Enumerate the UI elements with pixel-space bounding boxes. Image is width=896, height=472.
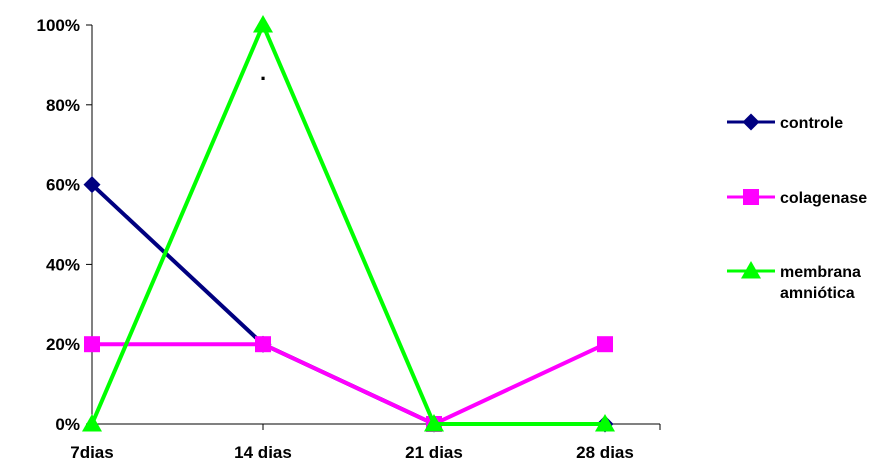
data-point <box>595 414 615 432</box>
data-point <box>424 414 444 432</box>
legend-item: controle <box>727 113 843 132</box>
series-line <box>92 342 606 427</box>
annotation-mark: . <box>260 60 266 85</box>
y-tick-label: 80% <box>46 96 80 115</box>
data-point <box>253 15 273 33</box>
y-ticks: 0% 20% 40% 60% 80% 100% <box>37 16 92 434</box>
y-tick-label: 60% <box>46 176 80 195</box>
x-ticks: 7dias 14 dias 21 dias 28 dias <box>70 424 661 462</box>
legend-label: amniótica <box>780 285 855 302</box>
data-point <box>84 336 100 353</box>
y-tick-label: 40% <box>46 255 80 274</box>
data-point <box>82 414 102 432</box>
legend-label: colagenase <box>780 190 867 207</box>
legend-label: controle <box>780 115 843 132</box>
series-triangle <box>82 15 615 432</box>
series-square <box>84 336 613 432</box>
legend-item: membrana amniótica <box>727 261 861 302</box>
data-point <box>255 336 271 353</box>
data-point <box>597 336 613 353</box>
y-tick-label: 20% <box>46 335 80 354</box>
legend-marker <box>741 261 761 279</box>
series-line <box>90 19 605 426</box>
x-tick-label: 7dias <box>70 443 113 462</box>
y-tick-label: 0% <box>55 415 80 434</box>
x-tick-label: 14 dias <box>234 443 292 462</box>
legend: controle colagenase membrana amniótica <box>727 113 867 302</box>
legend-marker <box>742 113 760 131</box>
data-point <box>83 176 101 194</box>
legend-label: membrana <box>780 264 861 281</box>
series-diamond <box>83 176 614 433</box>
x-tick-label: 28 dias <box>576 443 634 462</box>
legend-marker <box>743 189 759 205</box>
series-layer <box>82 15 615 433</box>
legend-item: colagenase <box>727 189 867 207</box>
x-tick-label: 21 dias <box>405 443 463 462</box>
y-tick-label: 100% <box>37 16 80 35</box>
annotation-layer: . <box>260 60 266 85</box>
